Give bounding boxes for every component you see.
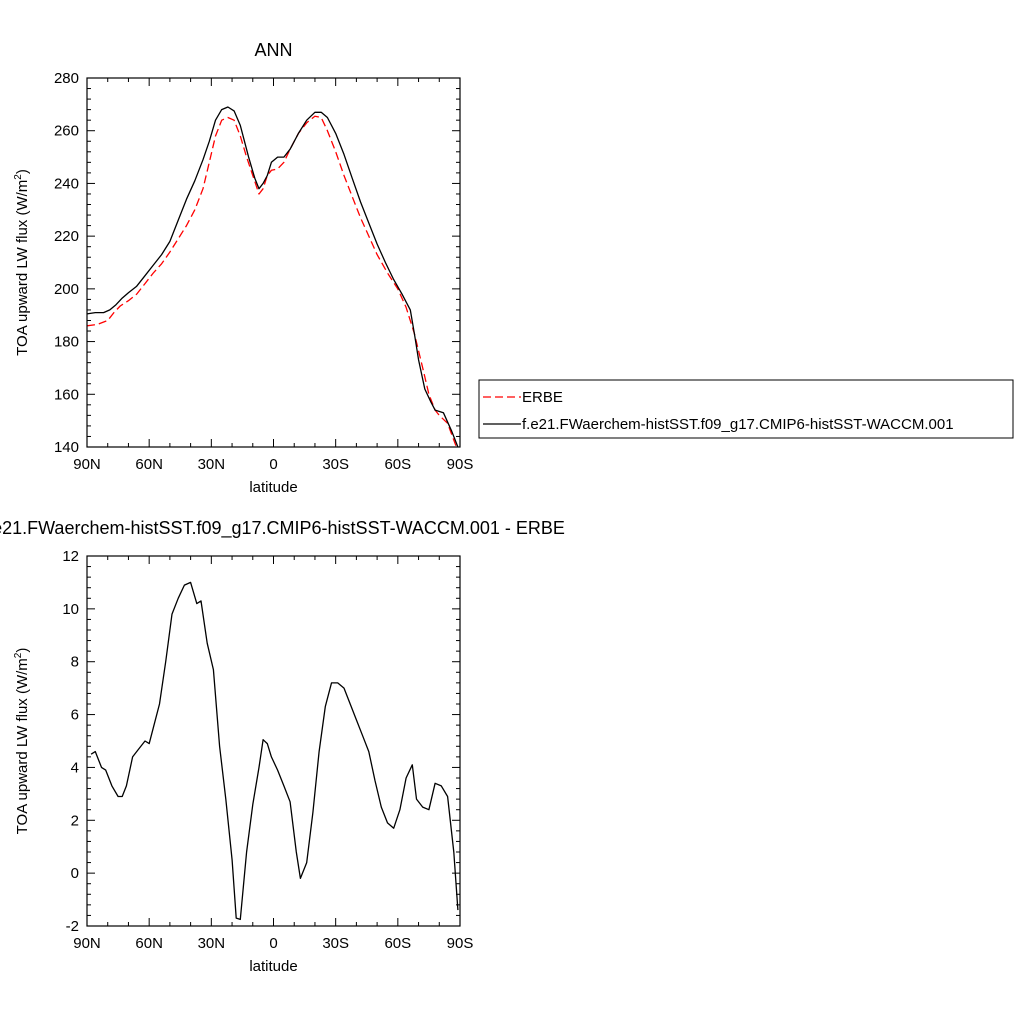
- plot-frame: [86, 77, 461, 448]
- x-tick-label: 30N: [198, 456, 226, 473]
- y-axis-label-superscript: 2: [13, 652, 24, 658]
- x-tick-label: 60S: [384, 935, 411, 952]
- legend-label-1: ERBE: [522, 389, 563, 406]
- chart-title: f.e21.FWaerchem-histSST.f09_g17.CMIP6-hi…: [0, 518, 565, 539]
- y-tick-label: 240: [54, 175, 79, 192]
- x-axis-label: latitude: [249, 479, 297, 496]
- y-tick-label: 10: [62, 601, 79, 618]
- y-axis-label-text: TOA upward LW flux (W/m: [14, 658, 31, 834]
- y-axis-label-close: ): [14, 648, 31, 653]
- y-tick-label: 0: [71, 865, 79, 882]
- y-axis-label: TOA upward LW flux (W/m2): [13, 169, 31, 356]
- x-tick-label: 30S: [322, 456, 349, 473]
- y-tick-label: 260: [54, 123, 79, 140]
- y-tick-label: 280: [54, 70, 79, 87]
- x-tick-label: 90S: [447, 935, 474, 952]
- x-tick-label: 30S: [322, 935, 349, 952]
- legend-label-2: f.e21.FWaerchem-histSST.f09_g17.CMIP6-hi…: [522, 416, 954, 433]
- y-tick-label: 12: [62, 548, 79, 565]
- x-tick-label: 60S: [384, 456, 411, 473]
- x-tick-label: 30N: [198, 935, 226, 952]
- chart-panel-1: ANN 90N 60N 30N 0 30S 60S 90S 140 160 180 200 220 240…: [13, 40, 1014, 496]
- y-tick-label: 6: [71, 707, 79, 724]
- y-axis-label-close: ): [14, 169, 31, 174]
- x-tick-label: 0: [269, 935, 277, 952]
- x-tick-label: 0: [269, 456, 277, 473]
- legend-box: [478, 379, 1014, 439]
- y-tick-label: 140: [54, 439, 79, 456]
- y-tick-label: 2: [71, 812, 79, 829]
- chart-panel-2: f.e21.FWaerchem-histSST.f09_g17.CMIP6-hi…: [0, 518, 565, 975]
- legend: ERBE f.e21.FWaerchem-histSST.f09_g17.CMIP…: [478, 379, 1014, 439]
- y-tick-label: 220: [54, 228, 79, 245]
- chart-title: ANN: [254, 40, 292, 60]
- x-tick-label: 90N: [73, 456, 101, 473]
- x-tick-label: 60N: [135, 456, 163, 473]
- y-tick-label: 200: [54, 281, 79, 298]
- y-tick-label: 8: [71, 654, 79, 671]
- series-line-2: [86, 106, 459, 448]
- x-axis-label: latitude: [249, 958, 297, 975]
- y-tick-label: 160: [54, 386, 79, 403]
- y-tick-label: -2: [66, 918, 79, 935]
- plot-frame: [86, 555, 461, 927]
- y-axis-label-text: TOA upward LW flux (W/m: [14, 180, 31, 356]
- x-tick-label: 60N: [135, 935, 163, 952]
- y-tick-label: 4: [71, 759, 79, 776]
- y-axis-label-superscript: 2: [13, 174, 24, 180]
- y-tick-label: 180: [54, 334, 79, 351]
- series-line-1: [90, 581, 459, 921]
- x-tick-label: 90S: [447, 456, 474, 473]
- y-axis-label: TOA upward LW flux (W/m2): [13, 648, 31, 835]
- series-line-1: [86, 115, 457, 446]
- x-tick-label: 90N: [73, 935, 101, 952]
